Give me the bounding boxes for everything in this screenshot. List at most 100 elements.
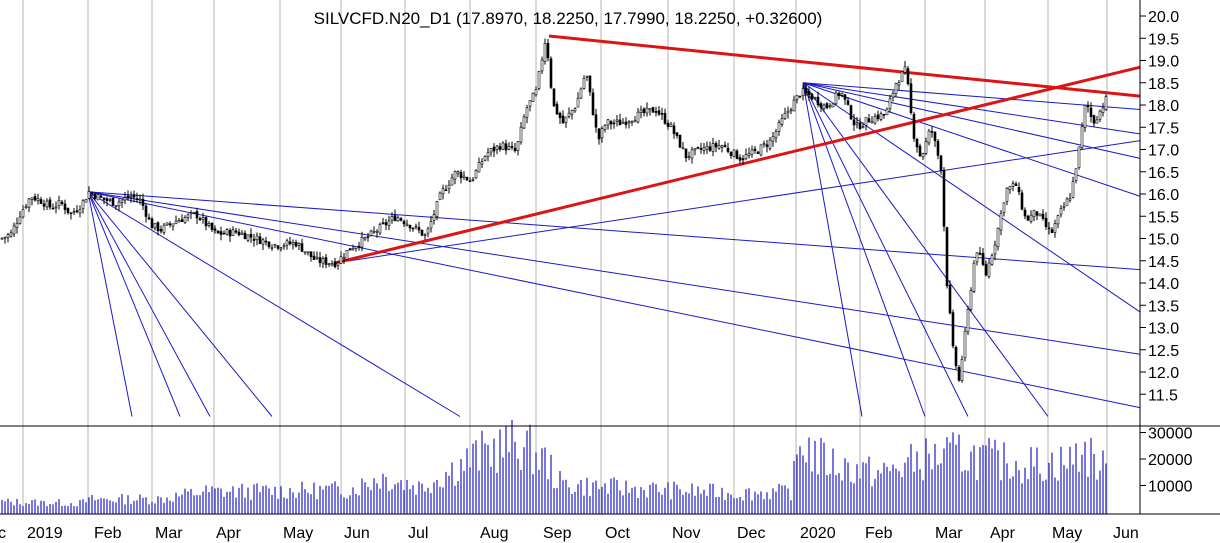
candle-body: [255, 235, 259, 240]
candle-body: [228, 229, 232, 237]
candle-body: [957, 366, 961, 381]
candle-body: [78, 209, 82, 214]
candle-body: [504, 143, 508, 151]
candle-body: [72, 211, 76, 214]
candle-body: [57, 200, 61, 206]
month-label: 2019: [27, 525, 63, 542]
fan-line: [87, 191, 211, 417]
candle-body: [1062, 205, 1066, 208]
candle-body: [810, 93, 814, 100]
candle-body: [333, 261, 337, 268]
candle-body: [87, 191, 91, 199]
candle-body: [636, 111, 640, 123]
candle-body: [576, 97, 580, 108]
candle-body: [846, 100, 850, 105]
candle-body: [843, 94, 847, 100]
candle-body: [852, 119, 856, 126]
candle-body: [837, 92, 841, 97]
candle-body: [765, 144, 769, 147]
fan-line: [802, 82, 1141, 197]
candle-body: [555, 103, 559, 115]
candle-body: [321, 258, 325, 264]
candle-body: [225, 229, 229, 235]
candle-body: [546, 42, 550, 59]
candle-body: [873, 116, 877, 124]
candle-body: [738, 157, 742, 161]
candle-body: [783, 112, 787, 119]
candle-body: [375, 230, 379, 233]
candle-body: [501, 142, 505, 150]
candle-body: [747, 153, 751, 156]
candle-body: [153, 222, 157, 229]
candle-body: [30, 197, 34, 200]
candle-body: [1005, 187, 1009, 202]
candle-body: [108, 199, 112, 201]
candle-body: [357, 245, 361, 248]
candle-body: [930, 131, 934, 133]
candle-body: [132, 194, 136, 198]
candle-body: [465, 177, 469, 181]
candle-body: [831, 103, 835, 108]
candle-body: [1002, 202, 1006, 213]
candle-body: [123, 197, 127, 201]
candle-body: [1011, 183, 1015, 187]
candle-body: [861, 126, 865, 129]
candle-body: [75, 210, 79, 212]
candle-body: [171, 223, 175, 227]
month-label: Mar: [155, 525, 183, 542]
candle-body: [111, 197, 115, 206]
candle-body: [36, 198, 40, 201]
candle-body: [261, 239, 265, 245]
candle-body: [909, 83, 913, 113]
candle-body: [1056, 215, 1060, 225]
candle-body: [495, 145, 499, 150]
month-labels: c 2019 Feb Mar Apr May Jun Jul Aug Sep Oct Nov Dec 20…: [0, 525, 1139, 542]
candle-body: [51, 207, 55, 210]
volume-series: [1, 420, 1107, 514]
fan-line: [87, 191, 273, 417]
candle-body: [291, 242, 295, 245]
month-label: Dec: [737, 525, 765, 542]
candle-body: [906, 68, 910, 85]
candle-body: [882, 113, 886, 116]
candle-body: [702, 147, 706, 151]
candle-body: [696, 147, 700, 149]
candle-body: [654, 111, 658, 113]
candle-body: [168, 223, 172, 226]
candle-body: [90, 192, 94, 195]
candle-body: [708, 146, 712, 151]
candle-body: [840, 92, 844, 96]
candle-body: [951, 312, 955, 347]
candle-body: [699, 148, 703, 150]
candle-body: [510, 146, 514, 148]
candle-body: [918, 145, 922, 157]
candle-body: [390, 216, 394, 221]
candle-body: [678, 134, 682, 148]
candle-body: [987, 262, 991, 277]
candle-body: [531, 92, 535, 102]
candle-body: [711, 143, 715, 152]
candle-body: [1104, 96, 1108, 110]
candle-body: [81, 200, 85, 209]
candle-body: [309, 251, 313, 258]
candle-body: [63, 203, 67, 210]
candle-body: [429, 221, 433, 229]
candle-body: [330, 263, 334, 266]
candle-body: [240, 232, 244, 235]
candle-body: [117, 201, 121, 207]
candle-body: [471, 178, 475, 181]
candle-body: [924, 141, 928, 154]
candle-body: [0, 237, 4, 240]
candle-body: [687, 156, 691, 158]
candle-body: [564, 116, 568, 123]
candle-body: [420, 229, 424, 236]
candle-body: [480, 161, 484, 165]
volume-tick-label: 10000: [1148, 479, 1193, 496]
candle-body: [273, 244, 277, 247]
candle-body: [201, 217, 205, 220]
month-label: 2020: [800, 525, 836, 542]
candle-body: [1077, 146, 1081, 169]
candle-body: [633, 120, 637, 123]
candle-body: [1053, 223, 1057, 233]
